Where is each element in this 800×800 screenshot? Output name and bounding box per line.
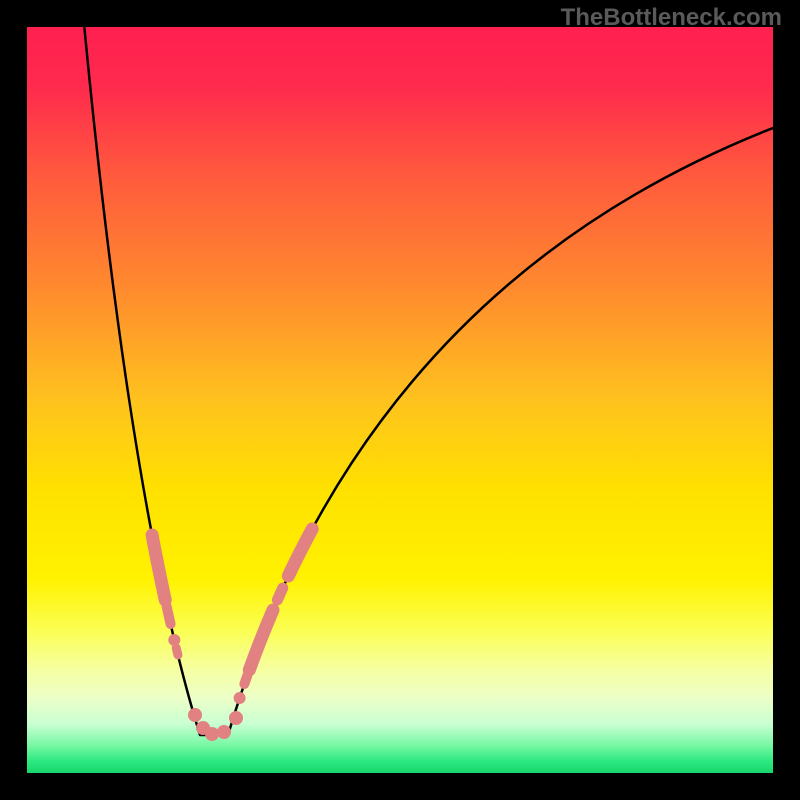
data-point-segment <box>244 675 247 684</box>
data-point-dot <box>217 725 231 739</box>
bottleneck-curve-chart <box>0 0 800 800</box>
data-point-segment <box>277 588 282 600</box>
data-point-dot <box>188 708 202 722</box>
data-point-dot <box>168 634 180 646</box>
chart-container: TheBottleneck.com <box>0 0 800 800</box>
data-point-dot <box>234 692 246 704</box>
data-point-segment <box>167 606 171 624</box>
data-point-dot <box>205 727 219 741</box>
data-point-dot <box>229 711 243 725</box>
plot-background <box>27 27 773 773</box>
data-point-segment <box>176 648 178 655</box>
